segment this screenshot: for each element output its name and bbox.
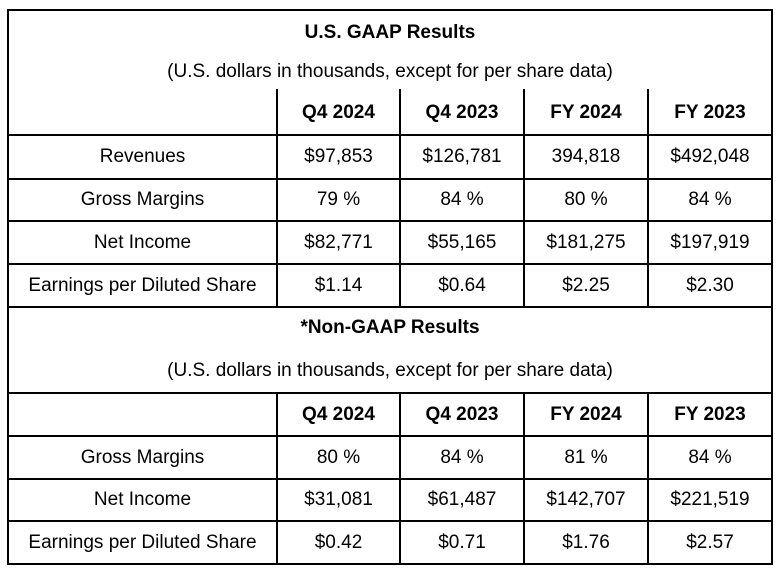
non-gaap-column-header: Q4 2024: [302, 403, 375, 425]
gaap-cell: $181,275: [546, 231, 626, 253]
border-right: [771, 9, 773, 565]
non-gaap-col-rule: [647, 393, 649, 565]
non-gaap-cell: 80 %: [316, 446, 361, 468]
border-left: [7, 9, 9, 565]
gaap-row-label: Net Income: [93, 231, 192, 253]
section-divider: [7, 306, 773, 308]
non-gaap-col-rule: [523, 393, 525, 565]
non-gaap-col-rule: [276, 393, 278, 565]
non-gaap-title: *Non-GAAP Results: [300, 317, 480, 338]
non-gaap-column-header: FY 2023: [674, 403, 746, 425]
non-gaap-col-rule: [399, 393, 401, 565]
gaap-cell: $126,781: [422, 146, 502, 167]
non-gaap-subtitle: (U.S. dollars in thousands, except for p…: [167, 360, 613, 381]
non-gaap-cell: $0.71: [438, 531, 486, 553]
non-gaap-cell: $31,081: [304, 489, 373, 510]
gaap-row-rule: [7, 263, 773, 265]
gaap-col-rule: [276, 89, 278, 307]
non-gaap-row-rule: [7, 520, 773, 522]
non-gaap-cell: $142,707: [546, 489, 626, 510]
gaap-subtitle: (U.S. dollars in thousands, except for p…: [167, 61, 613, 82]
border-top: [7, 9, 773, 11]
gaap-cell: $2.25: [562, 274, 610, 296]
non-gaap-row-label: Earnings per Diluted Share: [28, 531, 257, 553]
gaap-cell: $1.14: [314, 274, 363, 296]
non-gaap-cell: 84 %: [688, 446, 732, 468]
gaap-cell: $55,165: [427, 231, 497, 253]
non-gaap-row-label: Net Income: [93, 489, 192, 510]
gaap-cell: $197,919: [670, 231, 750, 253]
gaap-column-header: Q4 2023: [425, 101, 499, 123]
gaap-row-label: Revenues: [99, 146, 186, 167]
gaap-title: U.S. GAAP Results: [304, 22, 476, 43]
non-gaap-column-header: Q4 2023: [425, 403, 499, 425]
gaap-header-rule: [7, 134, 773, 136]
gaap-col-rule: [399, 89, 401, 307]
non-gaap-row-rule: [7, 478, 773, 480]
gaap-cell: 79 %: [316, 189, 361, 210]
non-gaap-cell: 84 %: [440, 446, 484, 468]
non-gaap-row-rule: [7, 435, 773, 437]
non-gaap-cell: $61,487: [427, 489, 497, 510]
non-gaap-cell: $1.76: [562, 531, 610, 553]
gaap-row-rule: [7, 220, 773, 222]
gaap-row-label: Earnings per Diluted Share: [28, 274, 257, 296]
gaap-cell: $492,048: [670, 146, 750, 167]
non-gaap-cell: $2.57: [686, 531, 734, 553]
gaap-col-rule: [647, 89, 649, 307]
results-table-frame: U.S. GAAP Results (U.S. dollars in thous…: [7, 9, 773, 565]
gaap-cell: 80 %: [564, 189, 608, 210]
non-gaap-row-label: Gross Margins: [80, 446, 205, 468]
gaap-col-rule: [523, 89, 525, 307]
non-gaap-column-header: FY 2024: [550, 403, 622, 425]
border-bottom: [7, 563, 773, 565]
gaap-column-header: FY 2023: [674, 101, 746, 123]
gaap-row-rule: [7, 178, 773, 180]
non-gaap-header-rule: [7, 392, 773, 394]
gaap-column-header: Q4 2024: [302, 101, 375, 123]
non-gaap-cell: 81 %: [564, 446, 608, 468]
gaap-cell: 84 %: [688, 189, 732, 210]
non-gaap-cell: $221,519: [670, 489, 750, 510]
gaap-row-label: Gross Margins: [80, 189, 205, 210]
gaap-column-header: FY 2024: [550, 101, 622, 123]
gaap-cell: $97,853: [304, 146, 373, 167]
gaap-cell: 394,818: [551, 146, 621, 167]
gaap-cell: $82,771: [304, 231, 373, 253]
gaap-cell: 84 %: [440, 189, 484, 210]
gaap-cell: $2.30: [686, 274, 734, 296]
gaap-cell: $0.64: [438, 274, 486, 296]
non-gaap-cell: $0.42: [314, 531, 363, 553]
